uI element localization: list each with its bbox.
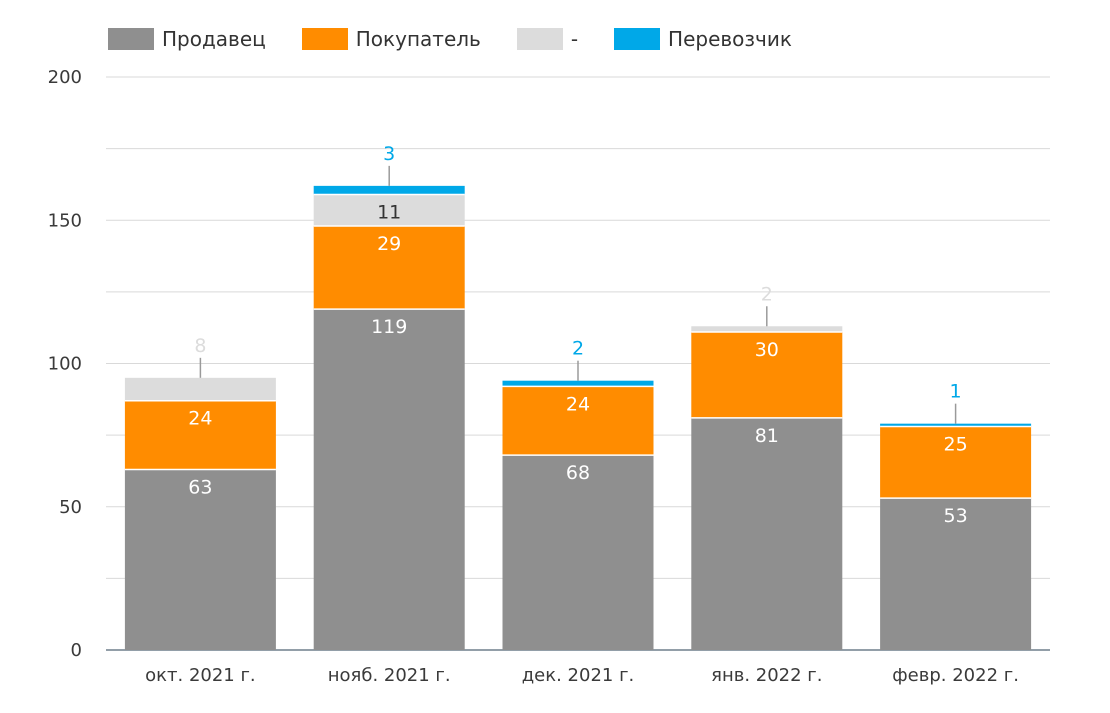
data-label: 24 (188, 408, 212, 430)
y-tick-label: 200 (48, 67, 82, 88)
bar-segment (313, 225, 465, 310)
bar-segment (691, 417, 843, 650)
data-label: 1 (950, 381, 962, 403)
x-tick-label: дек. 2021 г. (522, 665, 635, 686)
bar-segment (313, 194, 465, 226)
y-tick-label: 0 (71, 640, 82, 661)
legend-swatch (301, 28, 348, 50)
legend-item[interactable]: Перевозчик (614, 27, 792, 51)
data-label: 8 (194, 335, 206, 357)
data-label: 25 (944, 434, 968, 456)
bar-segment (691, 331, 843, 418)
x-tick-label: нояб. 2021 г. (328, 665, 451, 686)
data-label: 53 (944, 505, 968, 527)
bar-segment (502, 455, 654, 650)
legend-item[interactable]: - (516, 27, 579, 51)
legend-label: Продавец (162, 27, 266, 51)
legend-swatch (108, 28, 154, 50)
data-label: 2 (761, 283, 773, 305)
x-tick-label: янв. 2022 г. (711, 665, 822, 686)
data-label: 119 (371, 316, 407, 338)
data-label: 2 (572, 338, 584, 360)
x-tick-label: февр. 2022 г. (892, 665, 1019, 686)
data-label: 24 (566, 393, 590, 415)
legend-item[interactable]: Продавец (108, 27, 266, 51)
data-label: 68 (566, 462, 590, 484)
bar-segment (313, 309, 465, 650)
legend-swatch (614, 28, 661, 50)
legend-item[interactable]: Покупатель (301, 27, 481, 51)
legend: Продавец Покупатель - Перевозчик (108, 27, 828, 51)
bar-segment (880, 423, 1032, 427)
bar-segment (880, 498, 1032, 650)
data-label: 81 (755, 425, 779, 447)
x-tick-label: окт. 2021 г. (145, 665, 256, 686)
legend-label: Покупатель (355, 27, 481, 51)
bar-segment (313, 185, 465, 195)
bar-segment (691, 326, 843, 332)
legend-label: Перевозчик (668, 27, 792, 51)
data-label: 11 (377, 201, 401, 223)
y-tick-label: 150 (48, 210, 82, 231)
bar-segment (124, 400, 276, 470)
y-tick-label: 100 (48, 354, 82, 375)
data-label: 63 (188, 477, 212, 499)
bar-segment (124, 469, 276, 650)
data-label: 29 (377, 233, 401, 255)
data-label: 3 (383, 143, 395, 165)
data-label: 30 (755, 339, 779, 361)
bar-segment (502, 386, 654, 456)
bar-segment (502, 380, 654, 387)
y-tick-label: 50 (59, 497, 82, 518)
legend-label: - (570, 27, 579, 51)
legend-swatch (516, 28, 563, 50)
bar-segment (124, 377, 276, 401)
bar-segment (880, 426, 1032, 499)
